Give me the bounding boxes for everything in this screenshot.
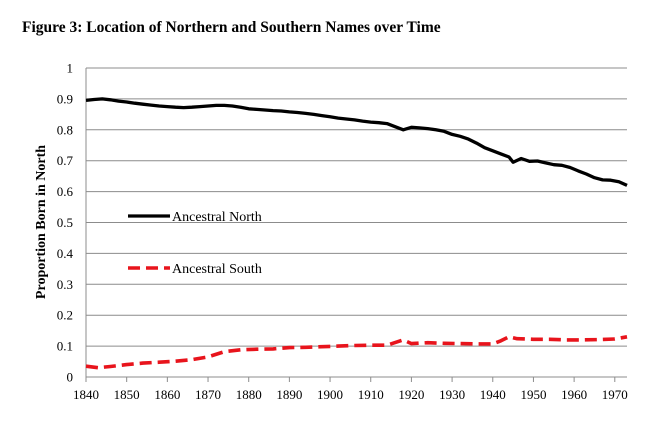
- x-tick-label: 1960: [561, 387, 587, 402]
- y-tick-label: 1: [67, 61, 74, 76]
- series-lines: [85, 97, 628, 370]
- x-tick-label: 1950: [520, 387, 546, 402]
- y-tick-label: 0.6: [57, 184, 74, 199]
- y-tick-label: 0.5: [57, 215, 73, 230]
- y-tick-label: 0.1: [57, 339, 73, 354]
- gridlines: [86, 67, 627, 347]
- x-tick-label: 1910: [358, 387, 384, 402]
- y-tick-label: 0: [67, 370, 74, 385]
- x-tick-label: 1870: [195, 387, 221, 402]
- x-tick-label: 1880: [236, 387, 262, 402]
- x-tick-label: 1890: [276, 387, 302, 402]
- x-tick-label: 1940: [480, 387, 506, 402]
- y-tick-label: 0.8: [57, 122, 73, 137]
- legend: Ancestral North Ancestral South: [128, 210, 262, 277]
- legend-label-ancestral-north: Ancestral North: [172, 210, 262, 225]
- x-tick-label: 1850: [114, 387, 140, 402]
- series-line-ancestral-south: [85, 335, 628, 370]
- y-tick-label: 0.3: [57, 277, 73, 292]
- y-tick-label: 0.7: [57, 153, 74, 168]
- x-tick-label: 1970: [602, 387, 628, 402]
- y-axis-label: Proportion Born in North: [34, 145, 49, 299]
- y-tick-label: 0.2: [57, 308, 73, 323]
- figure-title: Figure 3: Location of Northern and South…: [22, 19, 441, 36]
- x-tick-label: 1840: [73, 387, 99, 402]
- axes: 0 0.1 0.2 0.3 0.4 0.5 0.6 0.7 0.8 0.9 1 1840 1850 186…: [57, 61, 628, 403]
- x-tick-label: 1930: [439, 387, 465, 402]
- series-line-ancestral-north: [85, 97, 628, 187]
- legend-label-ancestral-south: Ancestral South: [172, 262, 262, 277]
- y-tick-label: 0.9: [57, 91, 73, 106]
- x-tick-label: 1900: [317, 387, 343, 402]
- x-tick-label: 1860: [154, 387, 180, 402]
- x-tick-label: 1920: [398, 387, 424, 402]
- y-tick-label: 0.4: [57, 246, 74, 261]
